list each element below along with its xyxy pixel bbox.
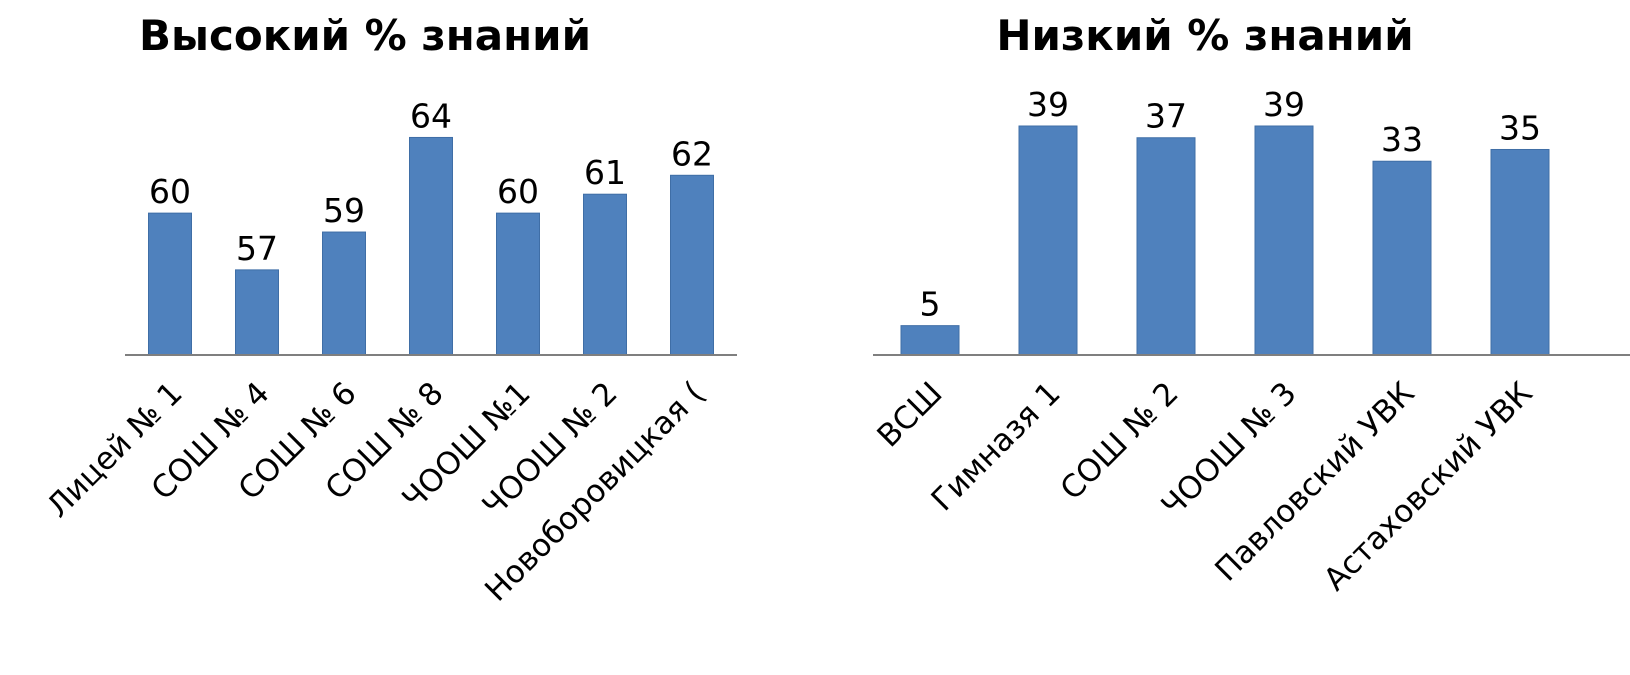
bar	[670, 174, 714, 356]
bar	[235, 269, 279, 356]
bars	[900, 125, 1550, 356]
data-label: 35	[1499, 108, 1541, 147]
data-label: 61	[584, 153, 626, 192]
chart-title: Высокий % знаний	[139, 11, 591, 60]
bar	[1372, 160, 1432, 356]
bar	[148, 212, 192, 356]
x-tick-label: Гимназя 1	[925, 375, 1068, 518]
bar	[1018, 125, 1078, 356]
bar	[900, 325, 960, 356]
chart-title: Низкий % знаний	[996, 11, 1413, 60]
x-tick-label: Астаховский УВК	[1317, 375, 1540, 598]
bar	[409, 136, 453, 356]
bar	[322, 231, 366, 356]
data-labels: 60 57 59 64 60 61 62	[149, 96, 713, 267]
bar	[583, 193, 627, 356]
data-label: 39	[1263, 85, 1305, 124]
bar	[1136, 137, 1196, 356]
data-label: 64	[410, 96, 452, 135]
x-tick-label: Павловский УВК	[1208, 375, 1421, 588]
x-tick-label: ВСШ	[870, 375, 949, 454]
data-labels: 5 39 37 39 33 35	[920, 85, 1542, 324]
data-label: 62	[671, 134, 713, 173]
bar	[1254, 125, 1314, 356]
data-label: 59	[323, 191, 365, 230]
data-label: 57	[236, 229, 278, 268]
data-label: 60	[149, 172, 191, 211]
data-label: 60	[497, 172, 539, 211]
data-label: 5	[920, 285, 941, 324]
data-label: 33	[1381, 120, 1423, 159]
bars	[148, 136, 714, 356]
data-label: 39	[1027, 85, 1069, 124]
bar	[496, 212, 540, 356]
data-label: 37	[1145, 97, 1187, 136]
chart-high-knowledge: Высокий % знаний 60 57 59 64 60 61 62 Лицей № …	[40, 11, 737, 609]
bar	[1490, 148, 1550, 356]
